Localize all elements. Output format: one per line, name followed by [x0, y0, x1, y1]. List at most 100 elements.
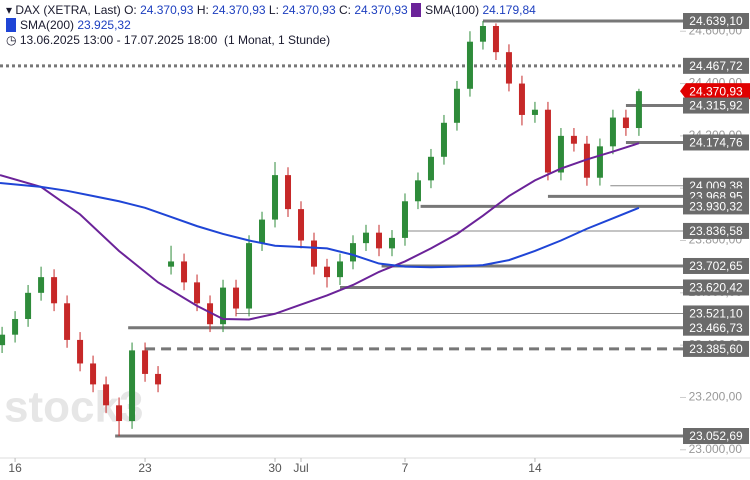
legend-entry: SMA(200) 23.925,32 — [6, 18, 131, 32]
level-label-box — [683, 13, 749, 30]
candle-body — [440, 122, 447, 157]
level-label-box — [683, 340, 749, 357]
level-label: 23.702,65 — [689, 259, 743, 273]
x-tick-label: 16 — [8, 461, 22, 475]
level-label: 23.052,69 — [689, 429, 743, 443]
level-label-box — [683, 257, 749, 274]
ohlc-key: O: — [124, 3, 137, 17]
candle-body — [194, 282, 201, 304]
candle-body — [38, 277, 45, 293]
candle-body — [298, 209, 305, 241]
ohlc-value: 24.370,93 — [354, 3, 408, 17]
level-label-box — [683, 305, 749, 322]
level-label: 24.315,92 — [689, 99, 743, 113]
x-tick-label: Jul — [293, 461, 308, 475]
header-row: ▾ DAX (XETRA, Last) O: 24.370,93 H: 24.3… — [6, 3, 536, 17]
x-tick-label: 7 — [402, 461, 409, 475]
candle-body — [544, 109, 551, 173]
candle-body — [220, 287, 227, 325]
candle-body — [622, 117, 629, 129]
header-row: ◷ 13.06.2025 13:00 - 17.07.2025 18:00 (1… — [6, 33, 331, 47]
candle-body — [466, 41, 473, 89]
level-label: 23.836,58 — [689, 224, 743, 238]
candle-body — [259, 219, 266, 244]
level-label-box — [683, 279, 749, 296]
candle-body — [583, 143, 590, 178]
header-row: SMA(200) 23.925,32 — [6, 18, 536, 33]
candle-body — [596, 146, 603, 178]
candle-body — [168, 261, 175, 267]
candle-body — [375, 232, 382, 249]
level-label-box — [683, 319, 749, 336]
level-label: 24.639,10 — [689, 14, 743, 28]
x-tick-label: 30 — [268, 461, 282, 475]
candle-body — [233, 287, 240, 309]
level-label-box — [683, 428, 749, 445]
candle-body — [311, 240, 318, 267]
candle-body — [272, 175, 279, 220]
candle-body — [427, 156, 434, 181]
legend-value: 23.925,32 — [77, 18, 131, 32]
y-tick-label: 23.000,00 — [689, 442, 743, 456]
candle-body — [129, 350, 136, 422]
watermark: stock3 — [4, 383, 143, 432]
x-tick-label: 14 — [528, 461, 542, 475]
candle-body — [207, 303, 214, 325]
candle-body — [25, 292, 32, 319]
level-label-box — [686, 83, 750, 100]
candle-body — [349, 243, 356, 262]
candle-body — [557, 135, 564, 173]
candle-body — [362, 232, 369, 244]
level-label: 23.930,32 — [689, 200, 743, 214]
ohlc-value: 24.370,93 — [282, 3, 336, 17]
legend-swatch-text: SMA(200) — [6, 18, 75, 32]
y-tick-label: 23.200,00 — [689, 390, 743, 404]
level-label: 24.467,72 — [689, 59, 743, 73]
candle-body — [635, 91, 642, 129]
ohlc-key: C: — [338, 3, 351, 17]
level-label-arrow — [680, 83, 686, 100]
ohlc-key: H: — [196, 3, 209, 17]
period: 13.06.2025 13:00 - 17.07.2025 18:00 — [19, 33, 218, 47]
candle-body — [155, 373, 162, 385]
level-label: 23.620,42 — [689, 281, 743, 295]
level-label: 23.466,73 — [689, 321, 743, 335]
legend-entry: SMA(100) 24.179,84 — [411, 3, 536, 17]
candle-body — [388, 237, 395, 249]
candle-body — [51, 277, 58, 304]
level-label: 24.370,93 — [689, 84, 743, 98]
candle-body — [246, 243, 253, 309]
sma-line — [0, 181, 640, 269]
candle-body — [64, 303, 71, 340]
level-label: 23.385,60 — [689, 342, 743, 356]
candle-body — [609, 117, 616, 147]
candle-body — [0, 334, 6, 346]
candle-body — [492, 26, 499, 53]
candle-body — [453, 88, 460, 123]
instrument: DAX (XETRA, Last) — [15, 3, 121, 17]
candle-body — [414, 180, 421, 202]
legend-value: 24.179,84 — [482, 3, 536, 17]
level-label-box — [683, 57, 749, 74]
candle-body — [505, 52, 512, 84]
candle-body — [479, 26, 486, 42]
interval: (1 Monat, 1 Stunde) — [224, 33, 331, 47]
ohlc-key: L: — [268, 3, 279, 17]
ohlc-value: 24.370,93 — [140, 3, 194, 17]
candle-body — [142, 350, 149, 374]
level-label: 24.174,76 — [689, 136, 743, 150]
level-label: 23.521,10 — [689, 307, 743, 321]
candle-body — [337, 261, 343, 278]
candle-body — [285, 175, 292, 210]
candle-body — [181, 261, 188, 283]
level-label-box — [683, 198, 749, 215]
ohlc-value: 24.370,93 — [212, 3, 266, 17]
header: ▾ DAX (XETRA, Last) O: 24.370,93 H: 24.3… — [6, 3, 536, 48]
candle-body — [531, 109, 538, 115]
candle-body — [90, 363, 97, 385]
candle-body — [12, 318, 19, 335]
candle-body — [324, 266, 331, 278]
candle-body — [570, 135, 577, 144]
